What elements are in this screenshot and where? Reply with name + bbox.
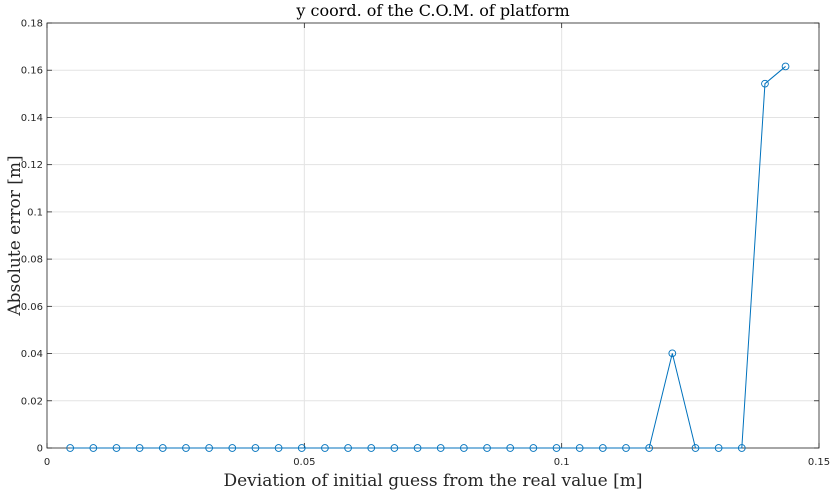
data-point-marker	[344, 444, 352, 452]
plot-area-frame	[46, 22, 820, 449]
y-tick-label: 0.18	[21, 19, 43, 30]
y-tick-label: 0.06	[21, 302, 43, 313]
axis-ticks	[46, 22, 820, 449]
x-tick-label: 0	[44, 457, 50, 468]
data-point-marker	[714, 444, 723, 452]
grid	[46, 22, 820, 449]
y-tick-label: 0.04	[21, 349, 43, 360]
data-point-marker	[436, 444, 445, 452]
data-point-marker	[575, 444, 584, 452]
data-point-marker	[506, 444, 515, 452]
data-point-marker	[321, 444, 329, 452]
data-point-marker	[274, 444, 283, 452]
y-tick-label: 0	[37, 444, 43, 455]
data-point-marker	[158, 444, 167, 452]
y-axis-title: Absolute error [m]	[5, 155, 25, 316]
x-tick-label: 0.1	[554, 457, 570, 468]
y-tick-label: 0.1	[27, 207, 43, 218]
data-point-marker	[668, 349, 677, 358]
data-point-marker	[552, 444, 561, 452]
y-tick-label: 0.14	[21, 113, 43, 124]
y-tick-label: 0.02	[21, 396, 43, 407]
data-point-marker	[622, 444, 630, 452]
data-point-marker	[691, 444, 700, 452]
data-point-marker	[251, 444, 260, 452]
axis-tick-labels: 0 0.05 0.1 0.15 0 0.02 0.04 0.06 0.08 0.1 0.12 0.14…	[21, 19, 830, 469]
data-point-marker	[390, 444, 399, 452]
chart-title: y coord. of the C.O.M. of platform	[295, 1, 569, 20]
data-series	[66, 62, 790, 452]
data-point-marker	[66, 444, 75, 452]
y-tick-label: 0.16	[21, 66, 43, 77]
data-point-marker	[413, 444, 422, 452]
data-point-marker	[297, 444, 306, 452]
data-point-marker	[761, 79, 769, 88]
data-point-marker	[367, 444, 376, 452]
data-point-marker	[645, 444, 654, 452]
data-point-marker	[781, 62, 790, 71]
data-point-marker	[89, 444, 98, 452]
y-tick-label: 0.08	[21, 255, 43, 266]
data-point-marker	[598, 444, 607, 452]
series-line	[70, 66, 786, 449]
data-point-marker	[205, 444, 213, 452]
data-point-marker	[112, 444, 121, 452]
data-point-marker	[182, 444, 190, 452]
data-point-marker	[737, 444, 746, 452]
data-point-marker	[135, 444, 144, 452]
x-axis-title: Deviation of initial guess from the real…	[223, 471, 642, 491]
data-point-marker	[228, 444, 237, 452]
x-tick-label: 0.15	[808, 457, 830, 468]
y-tick-label: 0.12	[21, 160, 43, 171]
data-point-marker	[483, 444, 491, 452]
x-tick-label: 0.05	[293, 457, 315, 468]
data-point-marker	[529, 444, 538, 452]
data-point-marker	[460, 444, 468, 452]
